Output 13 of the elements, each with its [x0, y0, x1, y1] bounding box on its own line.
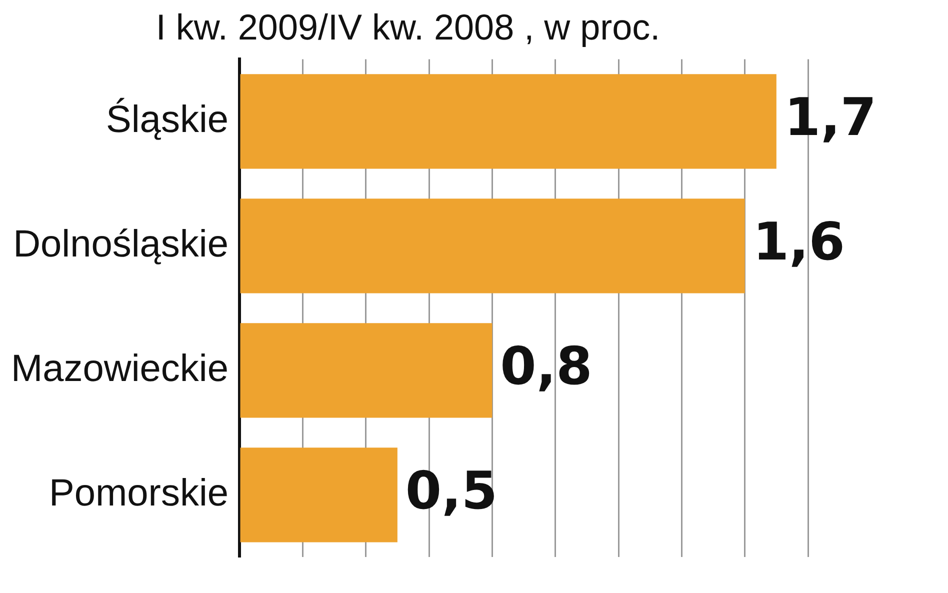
bar: [240, 448, 398, 542]
y-tick-label: Mazowieckie: [10, 348, 229, 390]
data-label: 1,7: [784, 88, 877, 148]
y-tick-label: Dolnośląskie: [13, 223, 229, 266]
data-label: 0,8: [500, 336, 592, 397]
y-tick-label: Pomorskie: [49, 472, 229, 514]
data-label: 0,5: [405, 461, 498, 522]
y-tick-label: Śląskie: [106, 96, 229, 141]
bar: [240, 323, 492, 418]
data-label: 1,6: [752, 212, 845, 272]
chart-title: I kw. 2009/IV kw. 2008 , w proc.: [156, 6, 660, 48]
bar: [240, 74, 776, 169]
bar: [240, 198, 745, 294]
